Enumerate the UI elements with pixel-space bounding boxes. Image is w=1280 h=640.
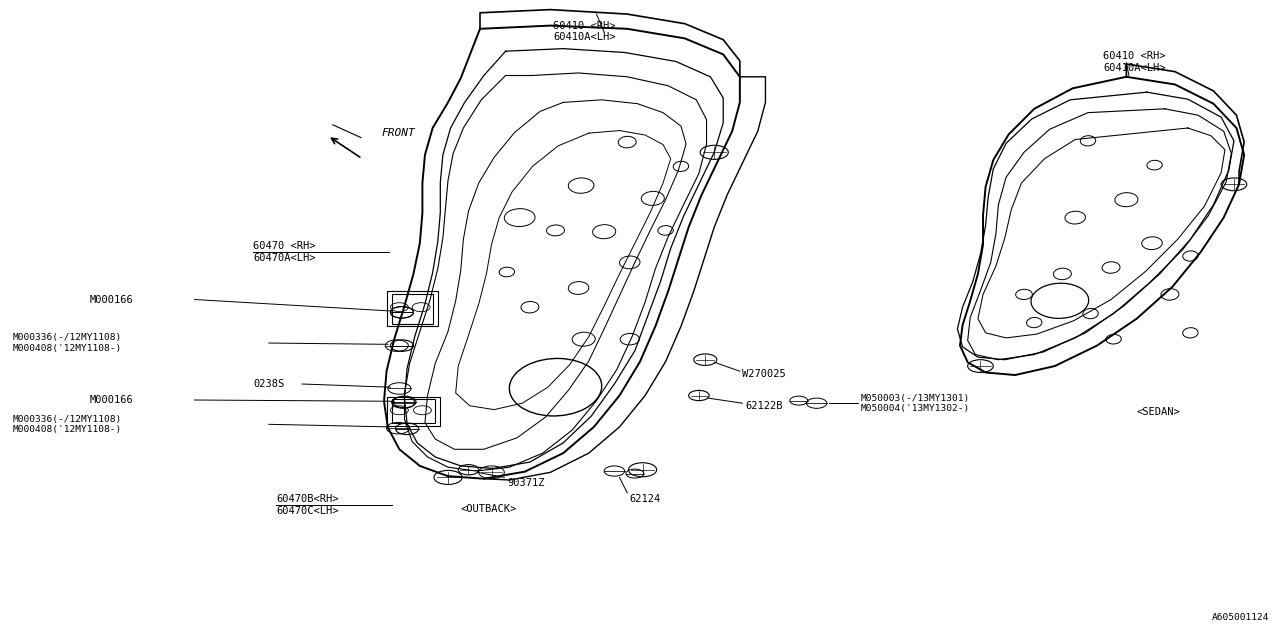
Text: 60410A<LH>: 60410A<LH> [1103,63,1166,73]
Text: 62124: 62124 [630,494,660,504]
Text: M000166: M000166 [90,294,133,305]
Text: M000408('12MY1108-): M000408('12MY1108-) [13,425,122,434]
Bar [392,294,433,324]
Text: M050003(-/13MY1301): M050003(-/13MY1301) [860,394,969,403]
Text: 60410 <RH>: 60410 <RH> [1103,51,1166,61]
Bar [387,397,440,426]
Text: 60470A<LH>: 60470A<LH> [253,253,316,263]
Bar [392,399,435,423]
Text: <OUTBACK>: <OUTBACK> [461,504,517,514]
Text: <SEDAN>: <SEDAN> [1137,407,1180,417]
Text: 90371Z: 90371Z [507,477,544,488]
Text: M050004('13MY1302-): M050004('13MY1302-) [860,404,969,413]
Text: M000336(-/12MY1108): M000336(-/12MY1108) [13,415,122,424]
Text: M000166: M000166 [90,395,133,405]
Text: 62122B: 62122B [745,401,782,412]
Text: M000408('12MY1108-): M000408('12MY1108-) [13,344,122,353]
Bar [387,291,438,326]
Text: 60470B<RH>: 60470B<RH> [276,494,339,504]
Text: 60470 <RH>: 60470 <RH> [253,241,316,252]
Text: 60410A<LH>: 60410A<LH> [553,32,616,42]
Text: M000336(-/12MY1108): M000336(-/12MY1108) [13,333,122,342]
Text: FRONT: FRONT [381,128,415,138]
Text: W270025: W270025 [742,369,786,380]
Text: 0238S: 0238S [253,379,284,389]
Text: A605001124: A605001124 [1212,613,1270,622]
Text: 60410 <RH>: 60410 <RH> [553,20,616,31]
Text: 60470C<LH>: 60470C<LH> [276,506,339,516]
